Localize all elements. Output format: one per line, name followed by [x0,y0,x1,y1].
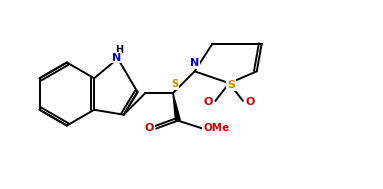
Text: S: S [227,80,235,90]
Text: O: O [245,97,255,107]
Text: OMe: OMe [203,123,229,133]
Text: N: N [190,58,199,68]
Text: H: H [115,45,123,55]
Text: O: O [204,97,213,107]
Text: S: S [172,79,178,89]
Text: N: N [112,53,121,63]
Polygon shape [173,93,180,121]
Text: O: O [145,123,154,133]
